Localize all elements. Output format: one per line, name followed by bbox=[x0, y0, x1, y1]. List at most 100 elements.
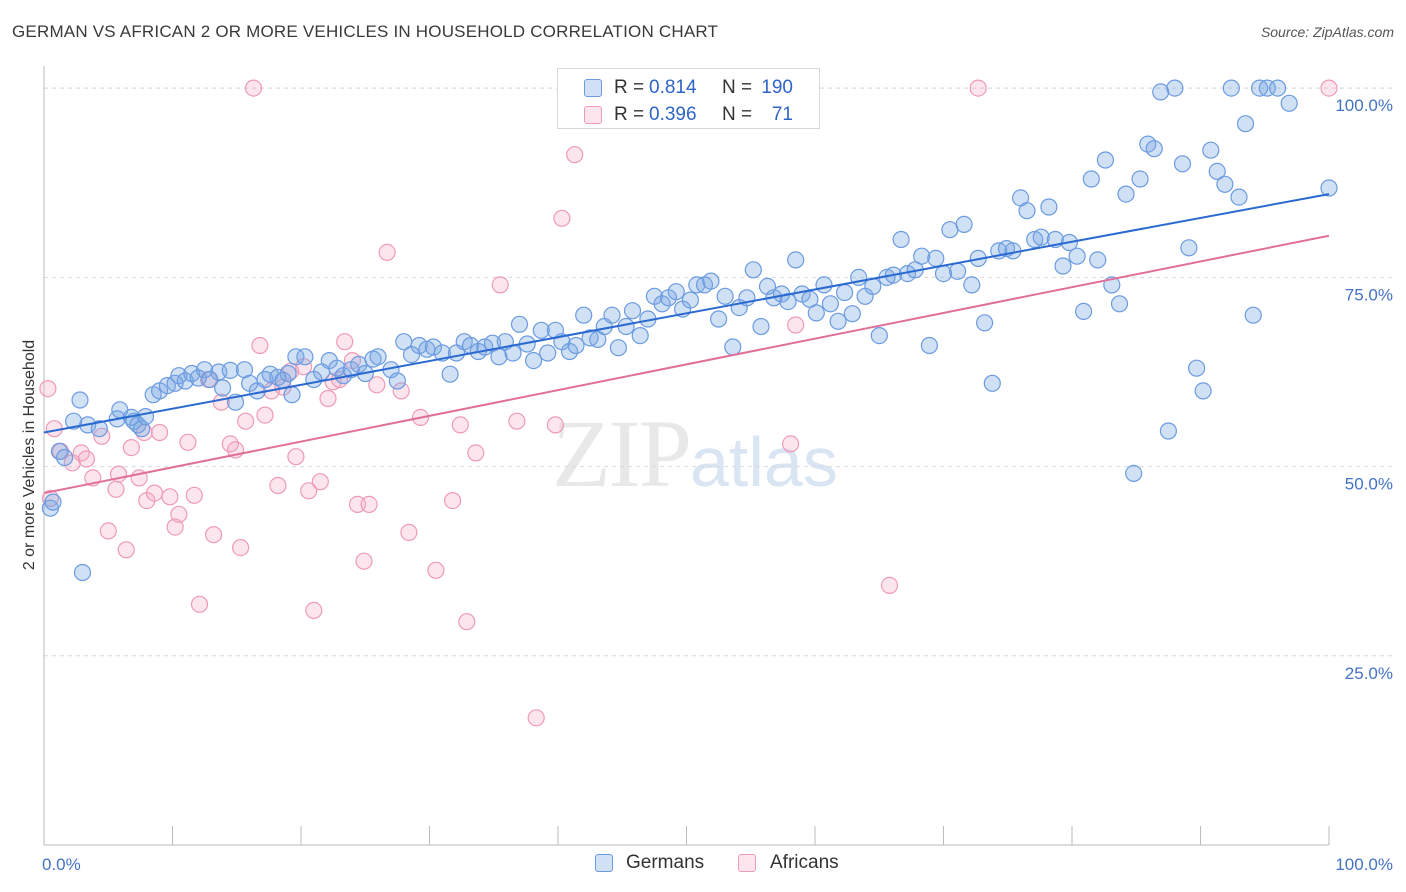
germans-point bbox=[1117, 185, 1135, 203]
germans-point bbox=[510, 315, 529, 333]
germans-point bbox=[369, 348, 387, 366]
germans-point bbox=[1202, 141, 1220, 159]
africans-point bbox=[880, 576, 899, 595]
africans-point bbox=[787, 316, 805, 334]
germans-point bbox=[603, 306, 621, 324]
germans-points bbox=[41, 79, 1338, 582]
germans-point bbox=[1320, 179, 1338, 197]
watermark-zip: ZIP bbox=[552, 400, 692, 507]
germans-point bbox=[214, 379, 232, 397]
germans-point bbox=[724, 338, 742, 356]
germans-point bbox=[73, 563, 92, 582]
germans-point bbox=[1032, 228, 1050, 246]
germans-point bbox=[196, 361, 214, 379]
africans-legend-label: Africans bbox=[770, 852, 839, 873]
africans-point bbox=[117, 541, 135, 559]
germans-point bbox=[975, 314, 994, 332]
africans-points bbox=[39, 79, 1338, 727]
germans-point bbox=[1194, 382, 1212, 400]
germans-point bbox=[1180, 239, 1198, 257]
germans-point bbox=[681, 291, 700, 309]
germans-point bbox=[815, 276, 833, 294]
germans-point bbox=[64, 412, 83, 430]
trend-lines bbox=[43, 193, 1330, 495]
x-tick-label-max: 100.0% bbox=[1335, 855, 1393, 874]
n-value: 71 bbox=[771, 104, 793, 125]
germans-point bbox=[1145, 140, 1163, 158]
africans-point bbox=[205, 526, 223, 544]
tick-labels: 25.0% 50.0% 75.0% 100.0% 0.0% 100.0% bbox=[42, 96, 1393, 874]
africans-point bbox=[368, 376, 386, 394]
y-tick-label: 100.0% bbox=[1335, 96, 1393, 115]
germans-point bbox=[524, 352, 543, 370]
africans-point bbox=[311, 473, 329, 491]
africans-point bbox=[319, 389, 337, 408]
germans-point bbox=[843, 305, 861, 323]
germans-point bbox=[941, 221, 959, 239]
germans-point bbox=[1125, 464, 1143, 482]
germans-point bbox=[560, 342, 579, 361]
watermark-atlas: atlas bbox=[690, 423, 838, 501]
germans-point bbox=[983, 374, 1001, 392]
r-label: R = bbox=[614, 77, 645, 98]
africans-point bbox=[553, 209, 571, 227]
germans-point bbox=[709, 310, 728, 328]
germans-point bbox=[1152, 83, 1170, 101]
germans-point bbox=[870, 327, 888, 345]
africans-point bbox=[491, 276, 509, 294]
x-tick-label-min: 0.0% bbox=[42, 855, 81, 874]
africans-legend-swatch bbox=[738, 854, 756, 872]
y-tick-label: 25.0% bbox=[1345, 664, 1393, 683]
germans-point bbox=[283, 386, 301, 404]
africans-point bbox=[237, 412, 255, 430]
germans-point bbox=[1208, 162, 1226, 180]
africans-point bbox=[458, 613, 476, 631]
germans-point bbox=[653, 295, 671, 313]
germans-trend-line bbox=[43, 193, 1330, 434]
n-label: N = bbox=[722, 104, 753, 125]
africans-point bbox=[378, 243, 396, 261]
germans-point bbox=[71, 391, 89, 409]
africans-trend-line bbox=[43, 234, 1330, 495]
germans-point bbox=[716, 287, 734, 305]
germans-point bbox=[1173, 155, 1192, 173]
africans-point bbox=[287, 448, 305, 466]
r-label: R = bbox=[614, 104, 645, 125]
legend-row-africans: R = 0.396 N = 71 bbox=[558, 102, 819, 130]
germans-point bbox=[1026, 230, 1044, 249]
germans-point bbox=[913, 247, 931, 265]
africans-point bbox=[77, 450, 96, 468]
germans-swatch bbox=[584, 79, 602, 97]
germans-point bbox=[934, 265, 953, 283]
germans-point bbox=[539, 344, 557, 362]
germans-point bbox=[1230, 188, 1248, 206]
germans-point bbox=[532, 321, 550, 339]
germans-point bbox=[1280, 94, 1298, 112]
africans-point bbox=[444, 492, 462, 510]
germans-point bbox=[948, 262, 967, 280]
germans-point bbox=[927, 249, 945, 267]
germans-point bbox=[424, 338, 442, 356]
africans-point bbox=[244, 79, 263, 97]
germans-point bbox=[963, 276, 981, 294]
africans-point bbox=[360, 495, 378, 513]
africans-point bbox=[355, 552, 373, 570]
germans-point bbox=[835, 283, 854, 302]
africans-point bbox=[166, 518, 184, 536]
africans-point bbox=[566, 146, 584, 164]
africans-point bbox=[122, 439, 140, 457]
y-tick-label: 75.0% bbox=[1345, 285, 1393, 304]
r-value: 0.814 bbox=[649, 77, 697, 98]
germans-point bbox=[829, 312, 847, 330]
germans-point bbox=[807, 304, 825, 322]
germans-point bbox=[1110, 295, 1129, 313]
germans-point bbox=[269, 368, 287, 386]
africans-point bbox=[467, 444, 485, 462]
africans-point bbox=[170, 505, 188, 523]
germans-point bbox=[575, 306, 593, 324]
germans-legend-label: Germans bbox=[626, 852, 705, 873]
germans-point bbox=[1089, 251, 1107, 269]
germans-point bbox=[752, 317, 770, 336]
germans-point bbox=[388, 372, 406, 390]
germans-point bbox=[1166, 79, 1184, 97]
